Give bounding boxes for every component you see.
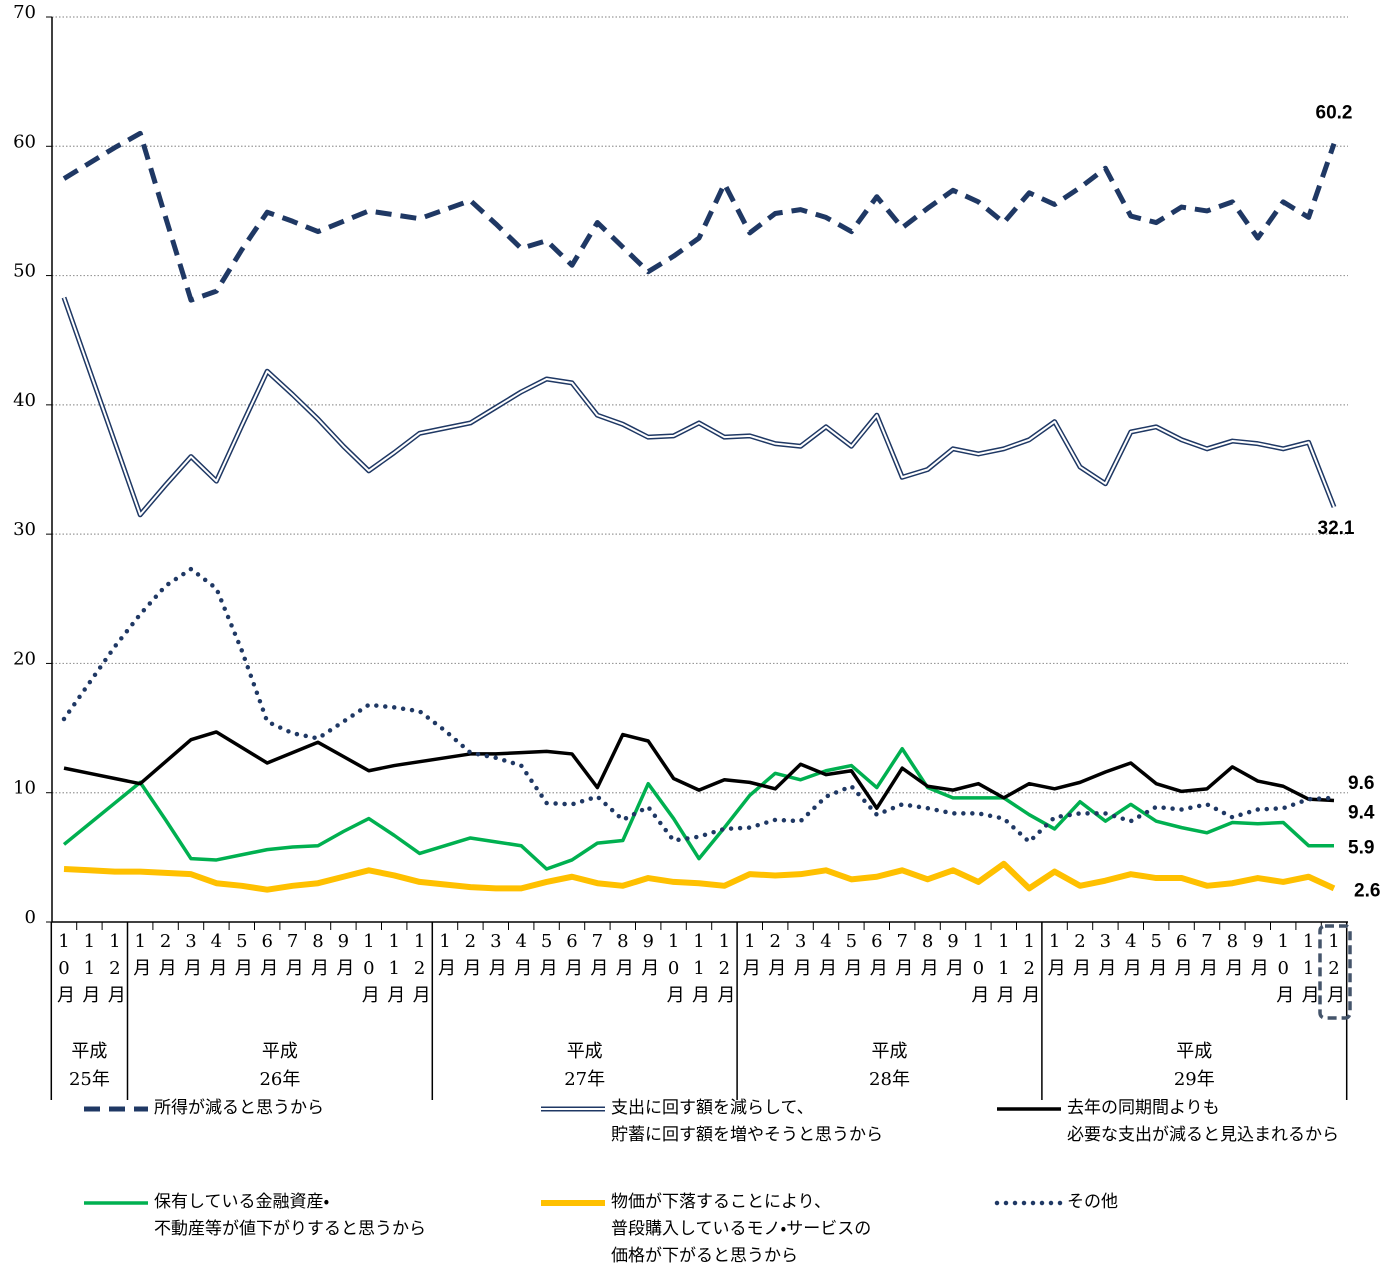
x-tick-label: 4月: [1123, 931, 1142, 979]
legend-label: 保有している金融資産・ 不動産等が値下がりすると思うから: [154, 1192, 426, 1239]
x-tick-label: 7月: [285, 931, 304, 979]
x-tick-label: 5月: [844, 931, 863, 979]
y-tick-label: 60: [13, 131, 36, 152]
x-tick-label: 2月: [1073, 931, 1091, 979]
x-tick-label: 4月: [209, 931, 228, 979]
y-tick-label: 20: [13, 648, 36, 669]
x-tick-label: 8月: [615, 931, 634, 979]
legend-label: 支出に回す額を減らして、 貯蓄に回す額を増やそうと思うから: [611, 1098, 883, 1145]
x-tick-label: 12月: [107, 931, 126, 1006]
x-tick-label: 3月: [793, 931, 812, 979]
y-tick-label: 50: [13, 261, 36, 282]
x-tick-label: 12月: [1022, 931, 1041, 1006]
x-tick-label: 10月: [361, 931, 380, 1006]
x-tick-label: 5月: [539, 931, 558, 979]
x-tick-label: 10月: [971, 931, 990, 1006]
x-tick-label: 9月: [641, 931, 660, 979]
x-tick-label: 11月: [387, 931, 406, 1006]
value-label: 32.1: [1318, 518, 1355, 539]
y-tick-label: 0: [25, 907, 36, 928]
x-tick-label: 4月: [819, 931, 837, 979]
year-label: 平成27年: [564, 1041, 606, 1090]
x-tick-label: 11月: [82, 931, 101, 1006]
y-tick-label: 40: [13, 390, 36, 411]
series-line: [62, 747, 1334, 871]
x-tick-label: 9月: [336, 931, 355, 979]
y-tick-label: 30: [13, 519, 36, 540]
x-tick-label: 2月: [158, 931, 177, 979]
x-tick-label: 5月: [234, 931, 253, 979]
series-line: [61, 566, 1337, 845]
x-tick-label: 6月: [260, 931, 279, 979]
series-line: [61, 296, 1337, 518]
x-tick-label: 7月: [1200, 931, 1218, 979]
x-tick-label: 11月: [692, 931, 710, 1006]
x-tick-label: 12月: [1327, 931, 1345, 1006]
legend-label: 物価が下落することにより、 普段購入しているモノ・サービスの 価格が下がると思う…: [611, 1192, 872, 1266]
highlight-box: [1318, 924, 1352, 1020]
x-tick-label: 8月: [311, 931, 329, 979]
x-tick-label: 10月: [57, 931, 75, 1006]
x-tick-label: 5月: [1149, 931, 1168, 979]
year-label: 平成26年: [259, 1041, 301, 1090]
x-tick-label: 12月: [717, 931, 736, 1006]
x-tick-label: 1月: [742, 931, 761, 979]
x-tick-label: 9月: [1250, 931, 1269, 979]
value-label: 60.2: [1316, 103, 1353, 124]
x-tick-label: 3月: [184, 931, 202, 979]
legend-label: その他: [1067, 1192, 1118, 1212]
x-tick-label: 10月: [666, 931, 685, 1006]
value-label: 9.6: [1348, 773, 1374, 794]
x-tick-label: 6月: [1174, 931, 1193, 979]
legend-label: 去年の同期間よりも 必要な支出が減ると見込まれるから: [1067, 1098, 1339, 1145]
x-tick-label: 11月: [996, 931, 1015, 1006]
value-label: 9.4: [1348, 802, 1375, 823]
x-tick-label: 1月: [1047, 931, 1066, 979]
year-label: 平成25年: [68, 1041, 110, 1090]
year-label: 平成29年: [1173, 1041, 1215, 1090]
y-tick-label: 10: [13, 778, 36, 799]
x-tick-label: 8月: [920, 931, 939, 979]
x-tick-label: 11月: [1301, 931, 1320, 1006]
year-label: 平成28年: [869, 1041, 910, 1090]
value-label: 2.6: [1354, 880, 1380, 901]
x-tick-label: 7月: [590, 931, 609, 979]
x-tick-label: 1月: [133, 931, 152, 979]
series-line: [63, 297, 1335, 516]
x-tick-label: 6月: [565, 931, 583, 979]
x-tick-label: 12月: [412, 931, 431, 1006]
x-tick-label: 9月: [946, 931, 964, 979]
y-tick-label: 70: [13, 2, 36, 23]
legend-label: 所得が減ると思うから: [154, 1098, 324, 1118]
series-line: [63, 730, 1335, 810]
value-label: 5.9: [1348, 838, 1374, 859]
x-tick-label: 1月: [438, 931, 456, 979]
x-tick-label: 2月: [768, 931, 787, 979]
x-tick-label: 10月: [1276, 931, 1295, 1006]
series-line: [63, 860, 1336, 893]
x-tick-label: 6月: [869, 931, 888, 979]
x-tick-label: 7月: [895, 931, 914, 979]
x-tick-label: 8月: [1225, 931, 1244, 979]
x-tick-label: 3月: [1098, 931, 1117, 979]
x-tick-label: 4月: [514, 931, 533, 979]
x-tick-label: 3月: [488, 931, 507, 979]
x-tick-label: 2月: [463, 931, 482, 979]
series-line: [62, 130, 1337, 303]
